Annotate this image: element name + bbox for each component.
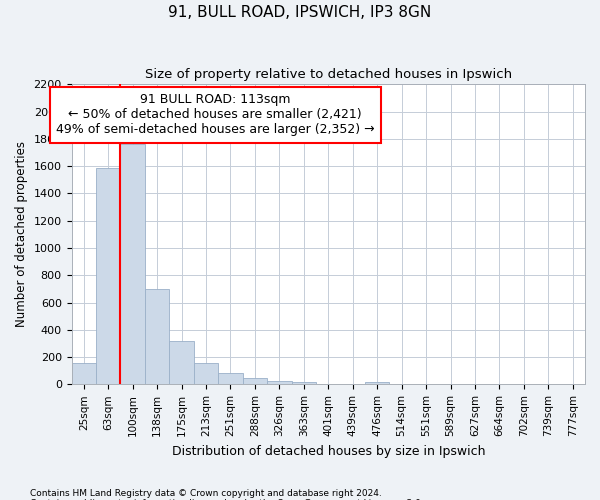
Bar: [96, 168, 121, 384]
Bar: [145, 289, 169, 384]
Bar: [169, 342, 194, 384]
Bar: [242, 378, 267, 384]
Bar: [194, 363, 218, 384]
Text: Contains public sector information licensed under the Open Government Licence v3: Contains public sector information licen…: [30, 498, 424, 500]
Bar: [71, 362, 96, 384]
Text: 91 BULL ROAD: 113sqm
← 50% of detached houses are smaller (2,421)
49% of semi-de: 91 BULL ROAD: 113sqm ← 50% of detached h…: [56, 94, 374, 136]
Text: Contains HM Land Registry data © Crown copyright and database right 2024.: Contains HM Land Registry data © Crown c…: [30, 488, 382, 498]
Bar: [267, 381, 292, 384]
Title: Size of property relative to detached houses in Ipswich: Size of property relative to detached ho…: [145, 68, 512, 80]
Text: 91, BULL ROAD, IPSWICH, IP3 8GN: 91, BULL ROAD, IPSWICH, IP3 8GN: [169, 5, 431, 20]
Y-axis label: Number of detached properties: Number of detached properties: [15, 142, 28, 328]
Bar: [365, 382, 389, 384]
Bar: [121, 144, 145, 384]
Bar: [292, 382, 316, 384]
X-axis label: Distribution of detached houses by size in Ipswich: Distribution of detached houses by size …: [172, 444, 485, 458]
Bar: [218, 374, 242, 384]
